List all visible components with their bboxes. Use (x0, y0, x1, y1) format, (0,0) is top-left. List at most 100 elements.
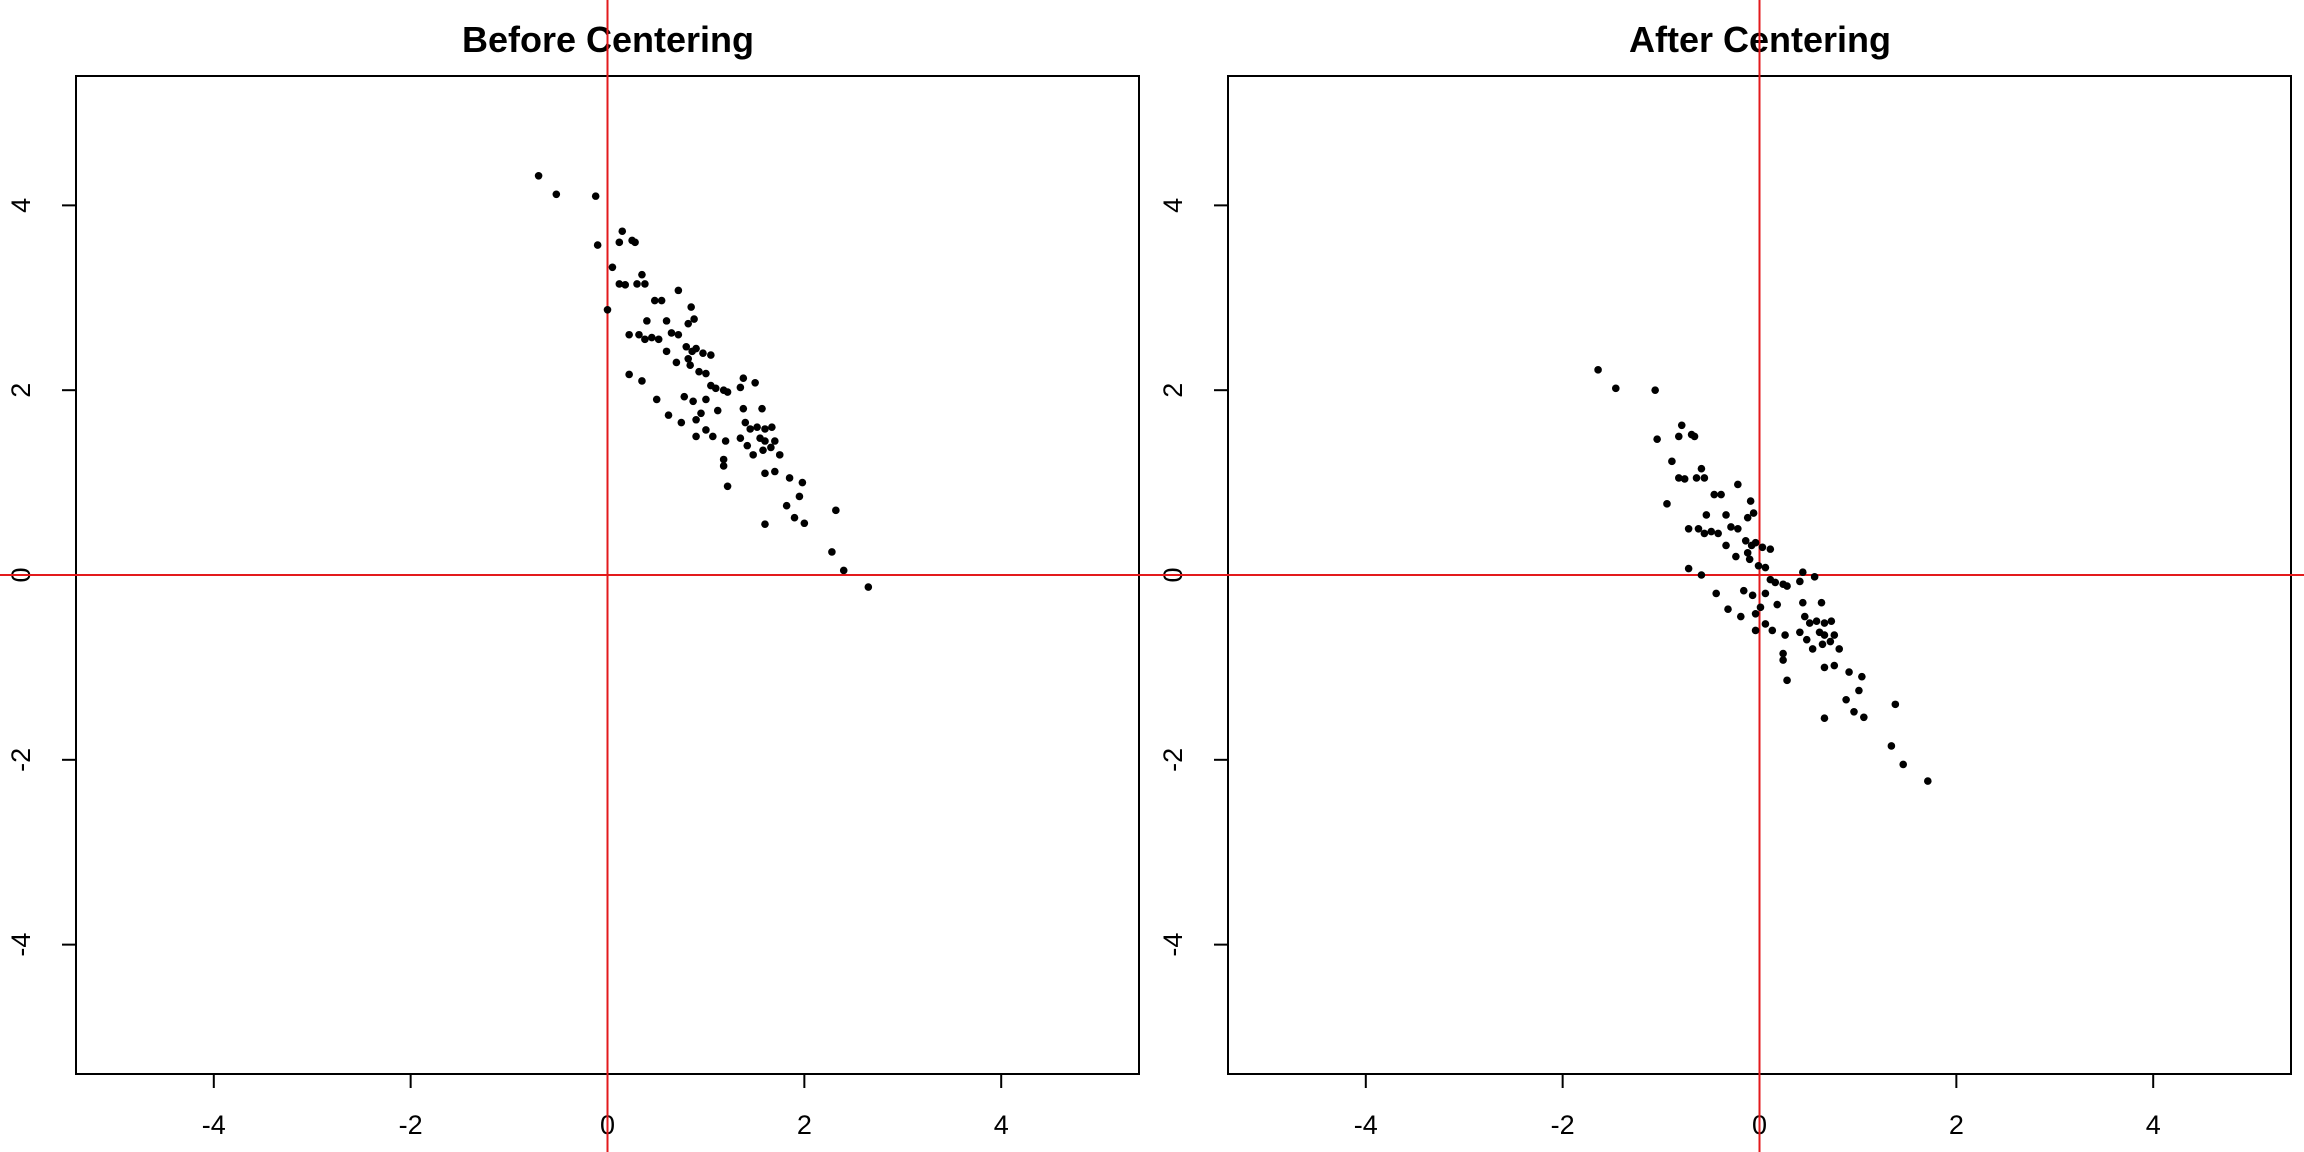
data-point (736, 383, 745, 392)
data-point (711, 384, 720, 393)
data-point (1724, 605, 1732, 613)
data-point (1860, 713, 1868, 722)
data-point (761, 425, 769, 433)
data-point (761, 437, 769, 445)
data-point (1751, 538, 1760, 547)
data-point (672, 358, 681, 367)
data-point (618, 227, 627, 236)
data-point (654, 335, 663, 344)
data-point (625, 330, 633, 339)
data-point (692, 415, 700, 424)
data-point (790, 513, 799, 522)
y-tick-label: 2 (6, 383, 36, 398)
data-point (1761, 563, 1770, 572)
data-point (647, 333, 656, 342)
data-point (749, 451, 757, 459)
data-point (782, 501, 791, 510)
data-point (1594, 366, 1602, 374)
x-tick-label: 2 (797, 1110, 812, 1140)
data-point (719, 455, 728, 464)
data-point (1697, 571, 1706, 579)
data-point (591, 192, 600, 200)
data-point (1745, 555, 1754, 564)
data-point (1761, 620, 1770, 628)
data-point (1700, 474, 1709, 482)
data-point (608, 263, 617, 272)
data-point (1751, 626, 1760, 635)
data-point (1799, 568, 1807, 577)
data-point (1677, 421, 1686, 430)
data-point (864, 583, 873, 591)
data-point (633, 280, 641, 288)
data-point (798, 478, 807, 487)
data-point (687, 303, 695, 311)
data-point (1734, 524, 1742, 533)
data-point (652, 395, 661, 404)
data-point (1739, 586, 1748, 595)
x-tick-label: 2 (1949, 1110, 1964, 1140)
data-point (1796, 577, 1804, 586)
data-point (767, 443, 775, 452)
x-tick-label: -2 (1551, 1110, 1575, 1140)
data-point (828, 548, 836, 556)
data-point (1812, 617, 1821, 626)
data-point (1810, 573, 1819, 581)
y-tick-label: -4 (6, 933, 36, 957)
data-point (631, 238, 639, 247)
y-tick-label: -2 (1158, 748, 1188, 772)
data-point (1700, 529, 1709, 538)
data-point (692, 344, 700, 353)
data-point (674, 286, 683, 295)
data-point (1783, 582, 1791, 590)
data-point (690, 315, 698, 323)
data-point (1855, 686, 1863, 695)
data-point (1754, 561, 1763, 570)
data-point (1697, 464, 1706, 473)
data-point (1783, 676, 1791, 685)
data-point (702, 395, 710, 404)
data-point (739, 404, 748, 413)
data-point (682, 342, 691, 351)
data-point (775, 451, 784, 459)
data-point (1820, 619, 1829, 627)
data-point (1680, 475, 1689, 483)
data-point (1817, 598, 1826, 607)
data-point (1818, 640, 1827, 649)
data-point (662, 347, 671, 356)
data-point (641, 335, 649, 344)
data-point (1748, 591, 1757, 600)
data-point (702, 369, 710, 378)
data-point (746, 425, 755, 433)
data-point (1845, 668, 1853, 676)
data-point (552, 190, 561, 199)
data-point (832, 506, 840, 515)
data-point (635, 330, 643, 339)
data-point (689, 397, 697, 406)
data-point (1858, 672, 1866, 681)
data-point (1674, 474, 1683, 482)
data-point (1741, 537, 1750, 545)
data-point (1891, 700, 1900, 709)
data-point (1820, 714, 1829, 723)
data-point (736, 434, 745, 443)
data-point (1796, 628, 1804, 637)
data-point (1712, 589, 1720, 598)
data-point (1779, 656, 1787, 664)
data-point (1690, 432, 1699, 441)
data-point (1766, 545, 1775, 553)
data-point (753, 423, 761, 431)
data-point (1899, 760, 1908, 769)
data-point (743, 441, 752, 450)
data-point (1743, 513, 1752, 522)
data-point (1684, 524, 1693, 533)
data-point (643, 317, 651, 325)
data-point (1653, 435, 1661, 443)
data-point (1694, 524, 1703, 533)
data-point (667, 329, 676, 337)
data-point (1707, 527, 1716, 536)
data-point (1830, 631, 1839, 639)
data-point (1702, 511, 1711, 519)
data-point (657, 296, 666, 305)
data-point (1668, 457, 1676, 466)
